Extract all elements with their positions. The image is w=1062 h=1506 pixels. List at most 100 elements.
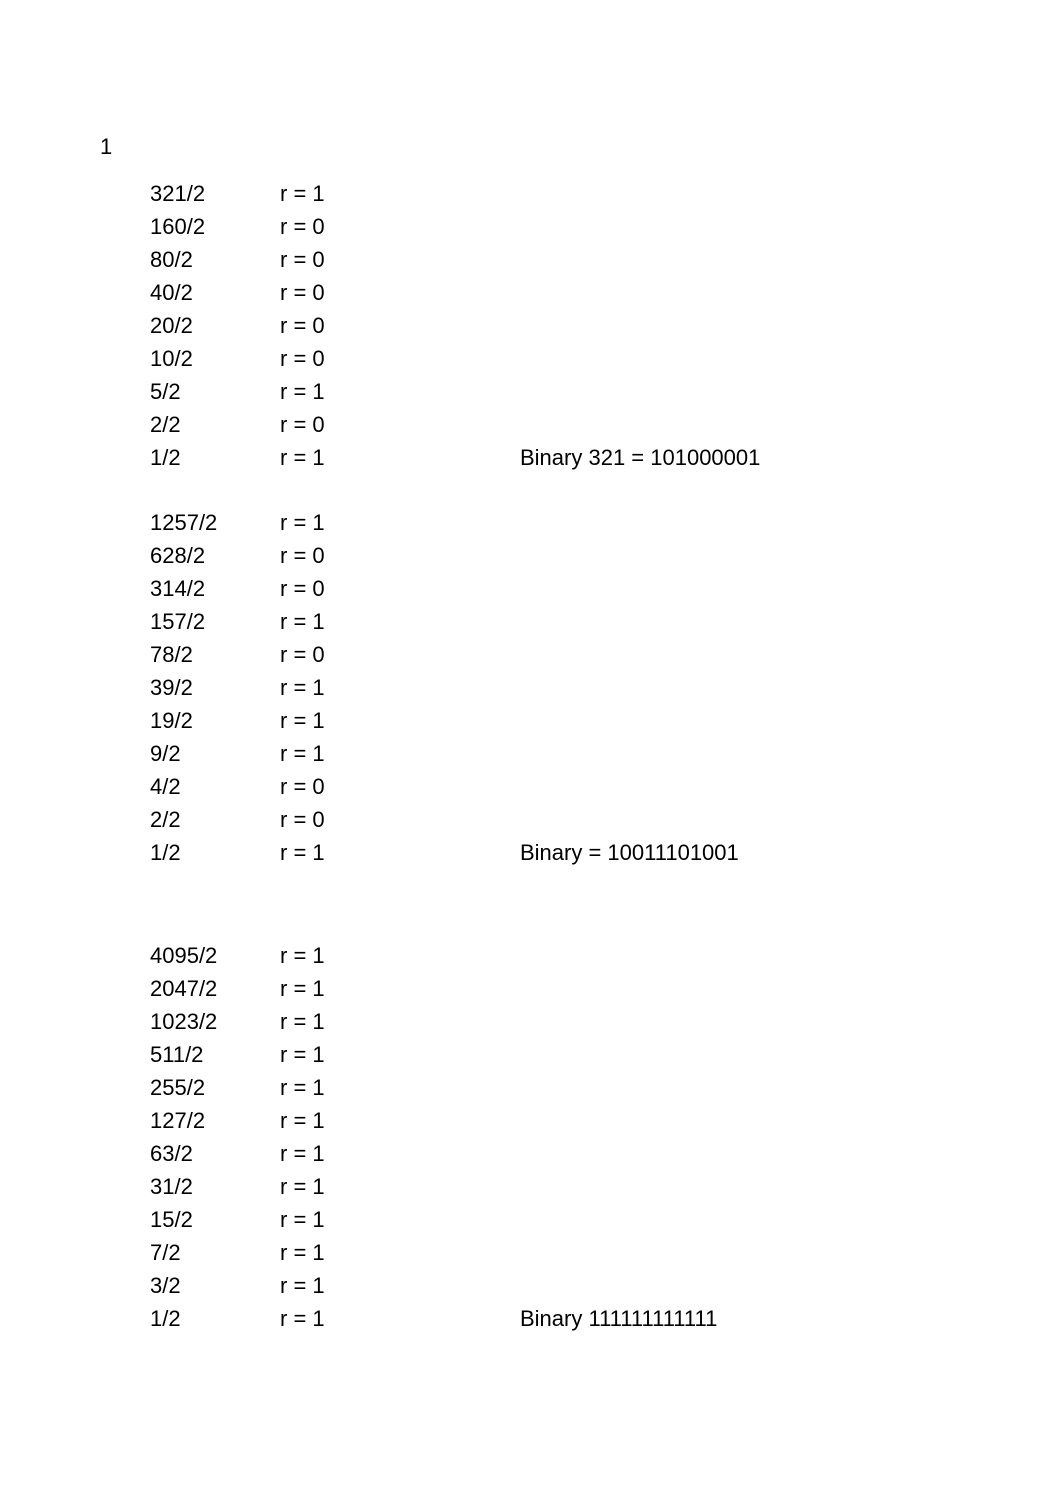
division-value: 4/2: [150, 770, 280, 803]
division-value: 160/2: [150, 210, 280, 243]
conversion-row: 4/2r = 0: [150, 770, 1062, 803]
division-value: 31/2: [150, 1170, 280, 1203]
conversion-row: 2047/2r = 1: [150, 972, 1062, 1005]
conversion-row: 1/2r = 1Binary = 10011101001: [150, 836, 1062, 869]
remainder-value: r = 1: [280, 177, 520, 210]
conversion-row: 3/2r = 1: [150, 1269, 1062, 1302]
conversion-row: 1/2r = 1Binary 111111111111: [150, 1302, 1062, 1335]
remainder-value: r = 1: [280, 1005, 520, 1038]
remainder-value: r = 1: [280, 441, 520, 474]
remainder-value: r = 0: [280, 770, 520, 803]
conversion-row: 31/2r = 1: [150, 1170, 1062, 1203]
conversion-row: 127/2r = 1: [150, 1104, 1062, 1137]
conversion-group: 321/2r = 1160/2r = 080/2r = 040/2r = 020…: [100, 177, 1062, 474]
division-value: 1/2: [150, 836, 280, 869]
division-value: 314/2: [150, 572, 280, 605]
remainder-value: r = 1: [280, 671, 520, 704]
conversion-row: 5/2r = 1: [150, 375, 1062, 408]
remainder-value: r = 1: [280, 972, 520, 1005]
remainder-value: r = 1: [280, 1269, 520, 1302]
conversion-row: 157/2r = 1: [150, 605, 1062, 638]
conversion-row: 1257/2r = 1: [150, 506, 1062, 539]
remainder-value: r = 0: [280, 539, 520, 572]
division-value: 40/2: [150, 276, 280, 309]
division-value: 255/2: [150, 1071, 280, 1104]
conversion-row: 314/2r = 0: [150, 572, 1062, 605]
conversion-row: 2/2r = 0: [150, 803, 1062, 836]
remainder-value: r = 0: [280, 243, 520, 276]
conversion-row: 19/2r = 1: [150, 704, 1062, 737]
groups-container: 321/2r = 1160/2r = 080/2r = 040/2r = 020…: [100, 177, 1062, 1335]
division-value: 5/2: [150, 375, 280, 408]
conversion-row: 4095/2r = 1: [150, 939, 1062, 972]
division-value: 20/2: [150, 309, 280, 342]
division-value: 127/2: [150, 1104, 280, 1137]
remainder-value: r = 1: [280, 836, 520, 869]
conversion-row: 10/2r = 0: [150, 342, 1062, 375]
division-value: 1/2: [150, 441, 280, 474]
conversion-group: 1257/2r = 1628/2r = 0314/2r = 0157/2r = …: [100, 506, 1062, 869]
conversion-row: 255/2r = 1: [150, 1071, 1062, 1104]
division-value: 511/2: [150, 1038, 280, 1071]
division-value: 80/2: [150, 243, 280, 276]
remainder-value: r = 1: [280, 704, 520, 737]
division-value: 2047/2: [150, 972, 280, 1005]
conversion-row: 511/2r = 1: [150, 1038, 1062, 1071]
remainder-value: r = 1: [280, 1038, 520, 1071]
conversion-row: 1/2r = 1Binary 321 = 101000001: [150, 441, 1062, 474]
remainder-value: r = 0: [280, 342, 520, 375]
remainder-value: r = 0: [280, 803, 520, 836]
conversion-row: 1023/2r = 1: [150, 1005, 1062, 1038]
conversion-row: 63/2r = 1: [150, 1137, 1062, 1170]
conversion-row: 80/2r = 0: [150, 243, 1062, 276]
conversion-row: 2/2r = 0: [150, 408, 1062, 441]
remainder-value: r = 1: [280, 1170, 520, 1203]
division-value: 321/2: [150, 177, 280, 210]
division-value: 19/2: [150, 704, 280, 737]
problem-number: 1: [100, 130, 1062, 163]
division-value: 63/2: [150, 1137, 280, 1170]
remainder-value: r = 0: [280, 276, 520, 309]
division-value: 1257/2: [150, 506, 280, 539]
conversion-row: 20/2r = 0: [150, 309, 1062, 342]
division-value: 1/2: [150, 1302, 280, 1335]
remainder-value: r = 1: [280, 1137, 520, 1170]
remainder-value: r = 0: [280, 210, 520, 243]
division-value: 2/2: [150, 408, 280, 441]
division-value: 3/2: [150, 1269, 280, 1302]
conversion-row: 7/2r = 1: [150, 1236, 1062, 1269]
remainder-value: r = 1: [280, 1203, 520, 1236]
division-value: 2/2: [150, 803, 280, 836]
remainder-value: r = 1: [280, 737, 520, 770]
conversion-row: 15/2r = 1: [150, 1203, 1062, 1236]
remainder-value: r = 1: [280, 605, 520, 638]
remainder-value: r = 0: [280, 408, 520, 441]
remainder-value: r = 0: [280, 638, 520, 671]
division-value: 39/2: [150, 671, 280, 704]
remainder-value: r = 0: [280, 572, 520, 605]
conversion-group: 4095/2r = 12047/2r = 11023/2r = 1511/2r …: [100, 939, 1062, 1335]
conversion-row: 628/2r = 0: [150, 539, 1062, 572]
remainder-value: r = 1: [280, 1302, 520, 1335]
binary-result: Binary = 10011101001: [520, 836, 1062, 869]
binary-result: Binary 321 = 101000001: [520, 441, 1062, 474]
division-value: 9/2: [150, 737, 280, 770]
division-value: 628/2: [150, 539, 280, 572]
remainder-value: r = 0: [280, 309, 520, 342]
division-value: 7/2: [150, 1236, 280, 1269]
remainder-value: r = 1: [280, 1236, 520, 1269]
division-value: 10/2: [150, 342, 280, 375]
remainder-value: r = 1: [280, 1104, 520, 1137]
division-value: 157/2: [150, 605, 280, 638]
remainder-value: r = 1: [280, 375, 520, 408]
conversion-row: 321/2r = 1: [150, 177, 1062, 210]
division-value: 78/2: [150, 638, 280, 671]
conversion-row: 160/2r = 0: [150, 210, 1062, 243]
division-value: 1023/2: [150, 1005, 280, 1038]
division-value: 15/2: [150, 1203, 280, 1236]
conversion-row: 39/2r = 1: [150, 671, 1062, 704]
conversion-row: 78/2r = 0: [150, 638, 1062, 671]
division-value: 4095/2: [150, 939, 280, 972]
conversion-row: 40/2r = 0: [150, 276, 1062, 309]
remainder-value: r = 1: [280, 939, 520, 972]
